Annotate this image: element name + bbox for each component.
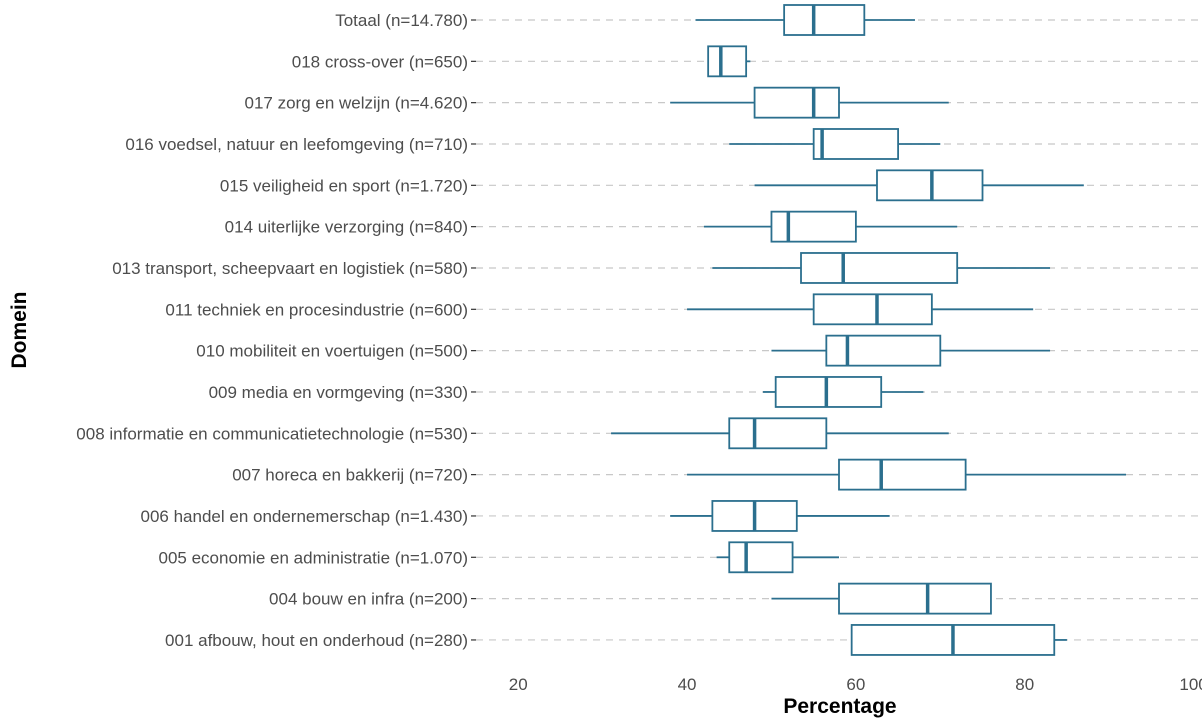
box-layer bbox=[611, 4, 1127, 656]
box bbox=[825, 334, 942, 367]
y-tick-label: 016 voedsel, natuur en leefomgeving (n=7… bbox=[125, 135, 468, 154]
y-tick-label: 008 informatie en communicatietechnologi… bbox=[76, 424, 468, 443]
y-tick-label: 004 bouw en infra (n=200) bbox=[269, 590, 468, 609]
box bbox=[774, 376, 883, 408]
y-tick-label: 014 uiterlijke verzorging (n=840) bbox=[225, 218, 468, 237]
box bbox=[728, 541, 794, 574]
box bbox=[838, 582, 992, 615]
y-tick-label: 013 transport, scheepvaart en logistiek … bbox=[112, 259, 468, 278]
box bbox=[728, 417, 828, 450]
x-tick-labels: 20 40 60 80 100 bbox=[509, 675, 1202, 694]
y-tick-label: 017 zorg en welzijn (n=4.620) bbox=[245, 94, 469, 113]
y-axis-title: Domein bbox=[8, 291, 31, 368]
y-tick-label: 011 techniek en procesindustrie (n=600) bbox=[165, 300, 468, 319]
x-tick-label: 60 bbox=[846, 675, 865, 694]
box bbox=[783, 4, 866, 36]
box bbox=[707, 45, 748, 78]
y-tick-label: Totaal (n=14.780) bbox=[335, 11, 468, 30]
box bbox=[838, 458, 967, 491]
box bbox=[753, 86, 840, 119]
x-tick-label: 80 bbox=[1015, 675, 1034, 694]
y-tick-label: 010 mobiliteit en voertuigen (n=500) bbox=[196, 342, 468, 361]
x-tick-label: 100 bbox=[1179, 675, 1202, 694]
x-axis-title: Percentage bbox=[783, 695, 896, 718]
box bbox=[812, 293, 933, 326]
y-tick-labels: Totaal (n=14.780) 018 cross-over (n=650) 0… bbox=[76, 11, 476, 650]
y-tick-label: 018 cross-over (n=650) bbox=[292, 52, 468, 71]
y-tick-label: 009 media en vormgeving (n=330) bbox=[209, 383, 468, 402]
y-tick-label: 007 horeca en bakkerij (n=720) bbox=[232, 466, 468, 485]
x-tick-label: 20 bbox=[509, 675, 528, 694]
y-tick-label: 006 handel en ondernemerschap (n=1.430) bbox=[141, 507, 469, 526]
y-tick-label: 001 afbouw, hout en onderhoud (n=280) bbox=[165, 631, 468, 650]
y-tick-label: 005 economie en administratie (n=1.070) bbox=[159, 548, 469, 567]
box bbox=[800, 252, 959, 284]
box bbox=[812, 128, 899, 160]
x-tick-label: 40 bbox=[678, 675, 697, 694]
box bbox=[876, 169, 984, 202]
grid-layer bbox=[476, 19, 1202, 641]
box bbox=[770, 210, 857, 243]
y-tick-label: 015 veiligheid en sport (n=1.720) bbox=[220, 176, 468, 195]
